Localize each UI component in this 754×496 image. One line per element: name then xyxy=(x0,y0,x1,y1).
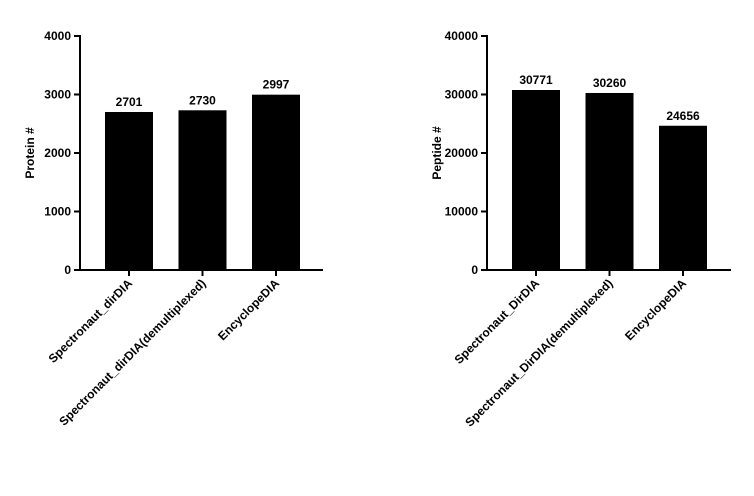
value-label: 2730 xyxy=(189,93,216,107)
y-tick-label: 0 xyxy=(471,263,478,277)
x-tick-label: Spectronaut_DirDIA(demultiplexed) xyxy=(462,276,615,429)
y-axis-label: Protein # xyxy=(23,127,37,179)
bar xyxy=(659,125,707,271)
y-tick-label: 40000 xyxy=(445,29,479,43)
y-tick-label: 10000 xyxy=(445,205,479,219)
y-tick-label: 1000 xyxy=(44,205,71,219)
y-tick-label: 20000 xyxy=(445,146,479,160)
x-tick-label: Spectronaut_dirDIA(demultiplexed) xyxy=(56,276,208,428)
value-label: 24656 xyxy=(666,109,700,123)
x-tick-label: EncyclopeDIA xyxy=(622,276,689,343)
y-tick-label: 4000 xyxy=(44,29,71,43)
y-tick-label: 3000 xyxy=(44,88,71,102)
bar xyxy=(105,111,153,270)
value-label: 30260 xyxy=(593,76,627,90)
value-label: 2701 xyxy=(116,95,143,109)
value-label: 30771 xyxy=(519,73,553,87)
bar xyxy=(252,94,300,270)
y-tick-label: 2000 xyxy=(44,146,71,160)
bar xyxy=(512,89,560,270)
y-axis-label: Peptide # xyxy=(430,126,444,180)
y-tick-label: 0 xyxy=(64,263,71,277)
bar xyxy=(178,110,227,270)
bar xyxy=(585,92,634,270)
x-tick-label: EncyclopeDIA xyxy=(215,276,282,343)
value-label: 2997 xyxy=(263,78,290,92)
y-tick-label: 30000 xyxy=(445,88,479,102)
